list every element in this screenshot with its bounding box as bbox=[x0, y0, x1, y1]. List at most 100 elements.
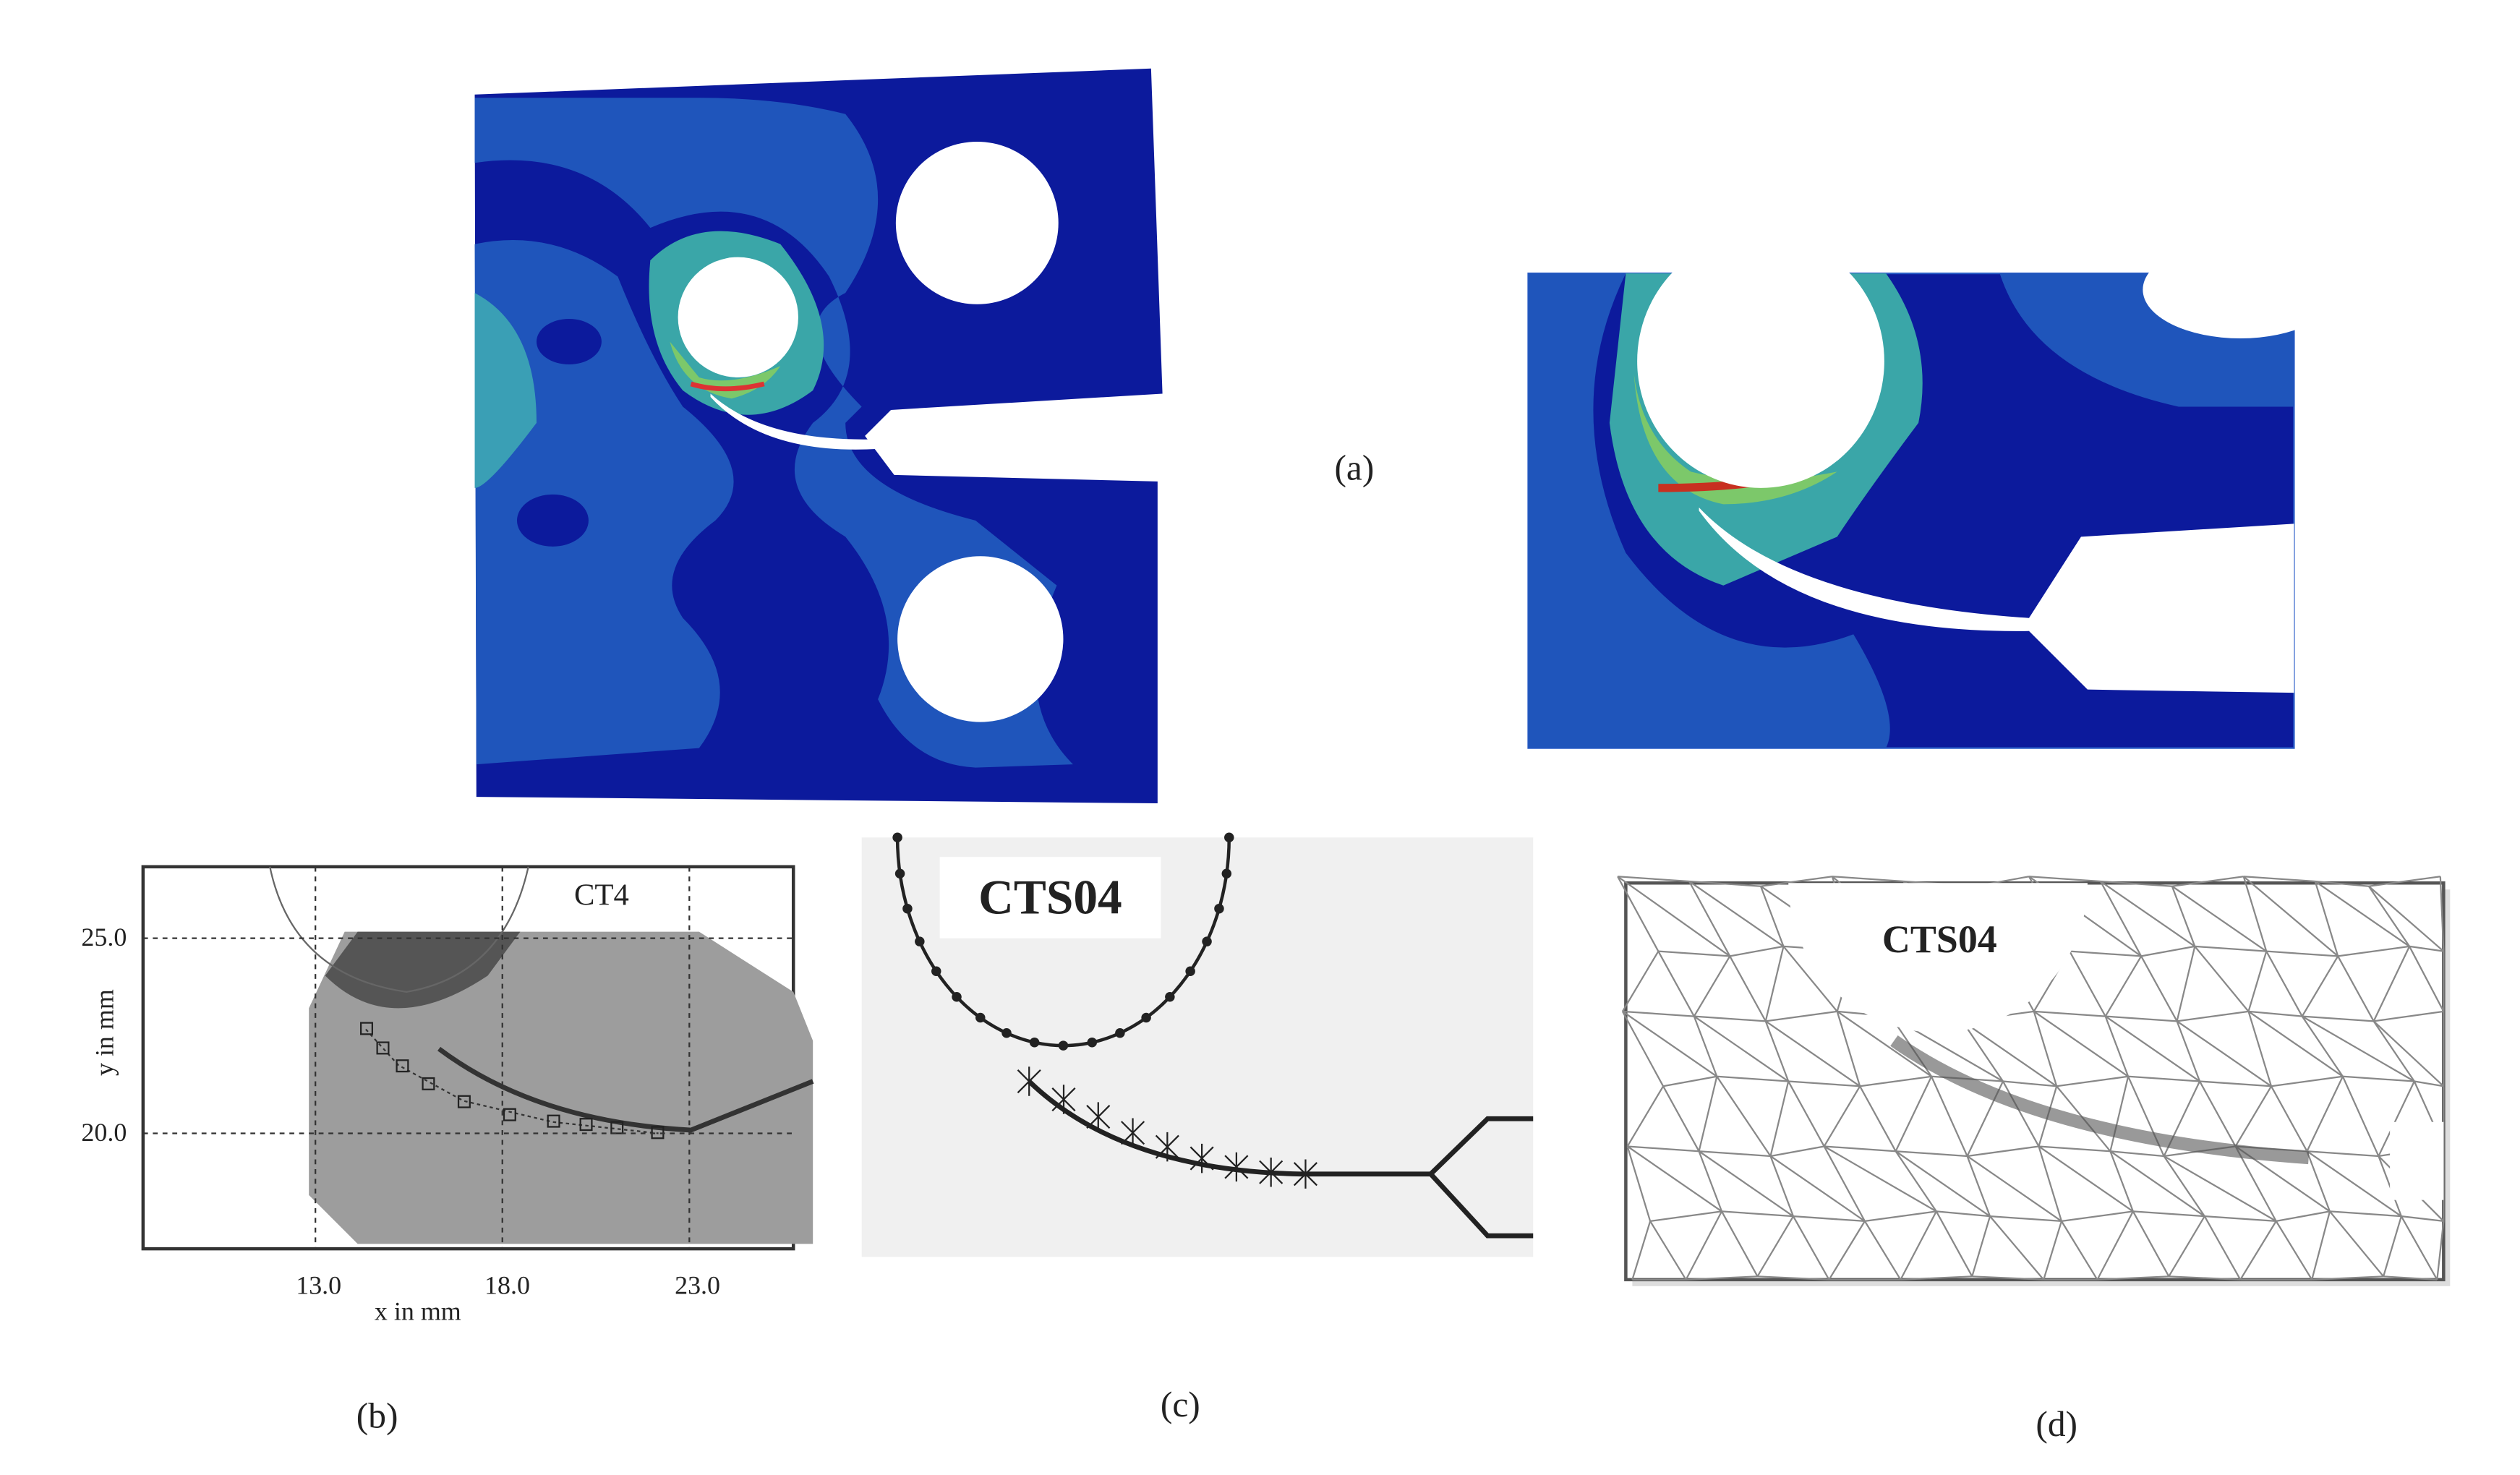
shape bbox=[1121, 1118, 1145, 1147]
shape bbox=[1657, 951, 1695, 1017]
shape bbox=[1859, 1085, 1897, 1152]
shape bbox=[2199, 1080, 2272, 1087]
shape bbox=[2314, 881, 2339, 957]
shape bbox=[1214, 903, 1224, 914]
shape bbox=[1058, 1040, 1069, 1051]
shape bbox=[1716, 1076, 1772, 1157]
shape bbox=[1693, 1015, 1789, 1082]
contour-zoom bbox=[1527, 234, 2339, 749]
shape bbox=[2234, 1085, 2272, 1147]
panel-label: (d) bbox=[2036, 1404, 2077, 1444]
shape bbox=[2329, 1210, 2385, 1278]
shape bbox=[1631, 1220, 1652, 1281]
shape bbox=[1828, 1220, 1866, 1281]
shape bbox=[2140, 955, 2178, 1022]
shape bbox=[1649, 1220, 1687, 1281]
shape bbox=[2061, 1210, 2134, 1223]
shape bbox=[2383, 1275, 2438, 1281]
shape bbox=[2266, 950, 2339, 957]
contour-full bbox=[474, 68, 1163, 804]
shape bbox=[2168, 1215, 2205, 1277]
shape bbox=[1962, 1020, 2057, 1087]
shape bbox=[2177, 1010, 2249, 1022]
shape bbox=[1259, 1157, 1284, 1187]
shape bbox=[2383, 1215, 2402, 1277]
shape bbox=[1966, 1155, 1991, 1217]
shape bbox=[2171, 876, 2244, 887]
shape bbox=[1686, 1275, 1758, 1281]
shape bbox=[2140, 945, 2195, 957]
shape bbox=[1224, 832, 1234, 843]
shape bbox=[2099, 881, 2143, 957]
shape bbox=[2409, 945, 2444, 952]
x-tick-label: 23.0 bbox=[675, 1270, 720, 1299]
shape bbox=[2028, 876, 2101, 883]
shape bbox=[1764, 1020, 1790, 1082]
shape bbox=[2329, 1210, 2401, 1218]
shape bbox=[1769, 1155, 1866, 1222]
shape bbox=[894, 868, 905, 878]
shape bbox=[1622, 1010, 1717, 1077]
shape bbox=[2104, 1016, 2130, 1077]
shape bbox=[1626, 1146, 1652, 1222]
shape bbox=[1293, 1159, 1317, 1189]
shape bbox=[2033, 1010, 2129, 1077]
shape bbox=[2306, 1150, 2331, 1212]
shape bbox=[2104, 955, 2143, 1017]
shape bbox=[1793, 1215, 1865, 1223]
shape bbox=[2164, 1155, 2277, 1222]
shape bbox=[2243, 876, 2339, 957]
shape bbox=[2409, 946, 2445, 1012]
shape bbox=[2248, 1010, 2302, 1017]
shape bbox=[2400, 1215, 2438, 1281]
shape bbox=[1836, 1011, 1861, 1087]
shape bbox=[931, 966, 941, 977]
shape bbox=[2307, 1150, 2379, 1158]
shape bbox=[2439, 876, 2445, 952]
shape bbox=[1029, 1037, 1040, 1048]
shape bbox=[1622, 1010, 1694, 1017]
shape bbox=[1967, 1145, 2039, 1158]
shape bbox=[1769, 1155, 1795, 1217]
panel-label: (b) bbox=[356, 1396, 398, 1436]
shape bbox=[1765, 1010, 1837, 1022]
shape bbox=[2301, 1015, 2344, 1077]
shape bbox=[1698, 1076, 1718, 1152]
shape bbox=[2373, 1010, 2444, 1022]
shape bbox=[1788, 1080, 1861, 1087]
shape bbox=[2247, 1010, 2344, 1077]
shape bbox=[1626, 1145, 1722, 1213]
shape bbox=[952, 991, 962, 1002]
shape bbox=[2038, 1145, 2111, 1153]
shape bbox=[892, 832, 902, 843]
shape bbox=[2109, 1150, 2205, 1218]
shape bbox=[2199, 1080, 2237, 1147]
shape bbox=[1693, 1016, 1718, 1077]
shape bbox=[2436, 1220, 2445, 1280]
shape bbox=[2163, 1155, 2205, 1217]
shape bbox=[2242, 876, 2268, 952]
shape bbox=[2204, 1215, 2276, 1223]
shape bbox=[1792, 1215, 1830, 1281]
shape bbox=[1617, 876, 1730, 957]
shape bbox=[2372, 946, 2411, 1022]
shape bbox=[1688, 881, 1731, 957]
shape bbox=[2043, 1220, 2063, 1281]
shape bbox=[2070, 950, 2142, 957]
shape bbox=[1051, 1085, 1076, 1114]
shape bbox=[1662, 1075, 1717, 1087]
shape bbox=[1688, 880, 1761, 887]
specimen-label: CTS04 bbox=[978, 871, 1122, 925]
shape bbox=[1086, 1102, 1111, 1132]
shape bbox=[2306, 1076, 2344, 1152]
shape bbox=[1895, 1076, 1933, 1152]
shape bbox=[1617, 876, 1660, 952]
shape bbox=[2033, 1010, 2106, 1017]
shape bbox=[2171, 885, 2267, 952]
shape bbox=[1824, 1145, 1937, 1213]
shape bbox=[2171, 886, 2196, 947]
shape bbox=[1989, 1215, 2045, 1281]
shape bbox=[1688, 881, 1785, 947]
specimen-label: CTS04 bbox=[1882, 918, 1997, 961]
